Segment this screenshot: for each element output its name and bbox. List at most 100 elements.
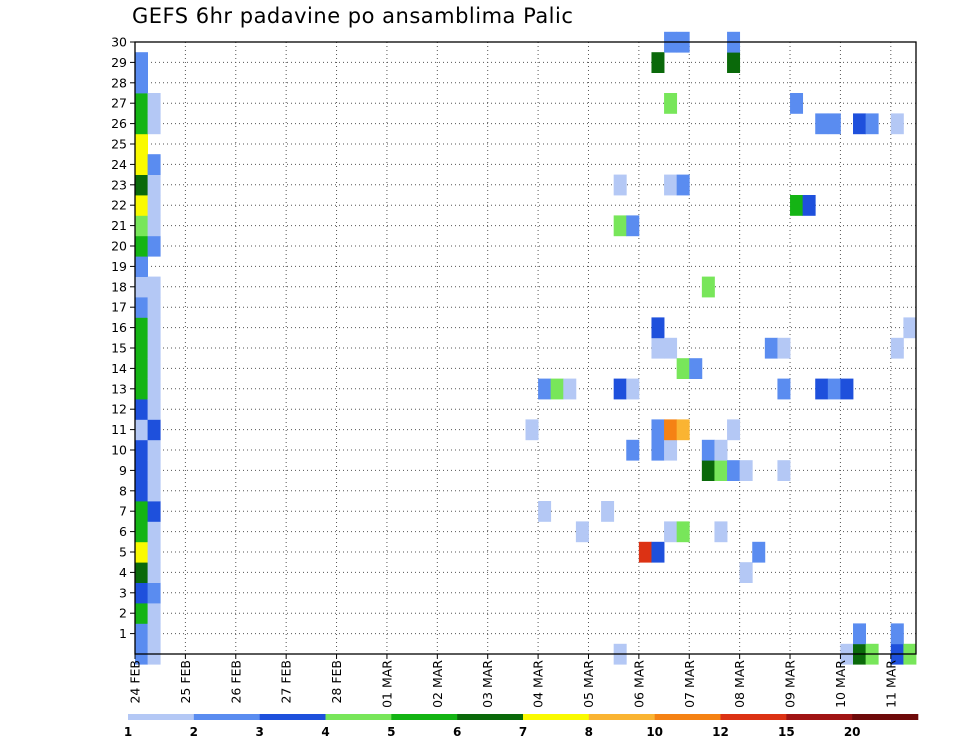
data-cell xyxy=(147,174,161,196)
y-tick-label: 17 xyxy=(111,300,127,315)
colorbar-segment xyxy=(193,714,260,720)
y-tick-label: 11 xyxy=(111,422,127,437)
data-cell xyxy=(727,419,741,441)
colorbar-segment xyxy=(852,714,919,720)
colorbar-label: 5 xyxy=(387,725,395,739)
y-tick-label: 18 xyxy=(111,279,127,294)
y-tick-label: 9 xyxy=(119,463,127,478)
y-tick-label: 6 xyxy=(119,524,127,539)
data-cell xyxy=(135,562,148,583)
data-cell xyxy=(147,399,161,420)
y-tick-label: 3 xyxy=(119,585,127,600)
y-tick-label: 14 xyxy=(111,361,127,376)
data-cell xyxy=(135,93,148,114)
x-axis: 24 FEB 25 FEB 26 FEB 27 FEB 28 FEB 01 MAR 02 M… xyxy=(128,654,898,708)
data-cell xyxy=(135,582,148,604)
data-cell xyxy=(676,174,690,196)
data-cell xyxy=(135,439,148,461)
data-cell xyxy=(135,480,148,502)
x-tick-label: 25 FEB xyxy=(178,660,193,704)
data-cell xyxy=(664,337,678,359)
chart-title: GEFS 6hr padavine po ansamblima Palic xyxy=(132,4,574,28)
data-cell xyxy=(135,623,148,645)
data-cell xyxy=(802,195,816,216)
y-tick-label: 23 xyxy=(111,177,127,192)
data-cell xyxy=(689,358,703,379)
data-cell xyxy=(147,276,161,298)
data-cell xyxy=(626,215,640,237)
y-axis: 1234567891011121314151617181920212223242… xyxy=(111,35,135,641)
data-cell xyxy=(853,623,867,645)
data-cell xyxy=(790,195,804,216)
data-cell xyxy=(651,317,665,339)
data-cell xyxy=(147,337,161,359)
data-cell xyxy=(890,113,904,135)
data-cell xyxy=(135,501,148,522)
data-cell xyxy=(777,460,791,481)
data-cell xyxy=(651,439,665,461)
data-cell xyxy=(550,378,564,400)
data-cell xyxy=(147,480,161,502)
data-cell xyxy=(853,113,867,135)
data-cell xyxy=(135,195,148,216)
data-cell xyxy=(135,399,148,420)
y-tick-label: 2 xyxy=(119,606,127,621)
y-tick-label: 26 xyxy=(111,116,127,131)
data-cell xyxy=(714,439,728,461)
data-cell xyxy=(147,317,161,339)
data-cell xyxy=(135,521,148,543)
data-cell xyxy=(714,460,728,481)
data-cell xyxy=(135,72,148,94)
data-cell xyxy=(676,358,690,379)
colorbar-segment xyxy=(588,714,655,720)
x-tick-label: 26 FEB xyxy=(228,660,243,704)
data-cell xyxy=(890,337,904,359)
data-cell xyxy=(525,419,539,441)
data-cell xyxy=(664,93,678,114)
data-cell xyxy=(538,501,552,522)
data-cell xyxy=(651,52,665,73)
data-cell xyxy=(727,460,741,481)
y-tick-label: 8 xyxy=(119,483,127,498)
x-tick-label: 10 MAR xyxy=(833,660,848,708)
data-cell xyxy=(613,378,627,400)
y-tick-label: 25 xyxy=(111,137,127,152)
x-tick-label: 02 MAR xyxy=(430,660,445,708)
x-tick-label: 01 MAR xyxy=(379,660,394,708)
data-cell xyxy=(727,52,741,73)
x-tick-label: 09 MAR xyxy=(783,660,798,708)
data-cell xyxy=(135,154,148,175)
data-cell xyxy=(147,603,161,624)
colorbar-segment xyxy=(128,714,195,720)
y-tick-label: 22 xyxy=(111,198,127,213)
data-cell xyxy=(135,297,148,318)
data-cell xyxy=(626,378,640,400)
data-cells xyxy=(135,31,917,665)
colorbar-segment xyxy=(325,714,392,720)
grid-lines xyxy=(135,41,916,654)
data-cell xyxy=(575,521,589,543)
colorbar-segment xyxy=(786,714,853,720)
x-tick-label: 06 MAR xyxy=(631,660,646,708)
data-cell xyxy=(135,276,148,298)
x-tick-label: 04 MAR xyxy=(531,660,546,708)
data-cell xyxy=(147,195,161,216)
data-cell xyxy=(701,276,715,298)
data-cell xyxy=(664,419,678,441)
data-cell xyxy=(538,378,552,400)
data-cell xyxy=(135,541,148,563)
colorbar-label: 7 xyxy=(519,725,527,739)
data-cell xyxy=(903,317,917,339)
data-cell xyxy=(827,378,841,400)
data-cell xyxy=(147,439,161,461)
colorbar-segment xyxy=(720,714,787,720)
data-cell xyxy=(777,337,791,359)
data-cell xyxy=(147,541,161,563)
data-cell xyxy=(147,501,161,522)
y-tick-label: 16 xyxy=(111,320,127,335)
data-cell xyxy=(613,215,627,237)
colorbar-label: 1 xyxy=(124,725,132,739)
data-cell xyxy=(701,460,715,481)
data-cell xyxy=(135,235,148,257)
